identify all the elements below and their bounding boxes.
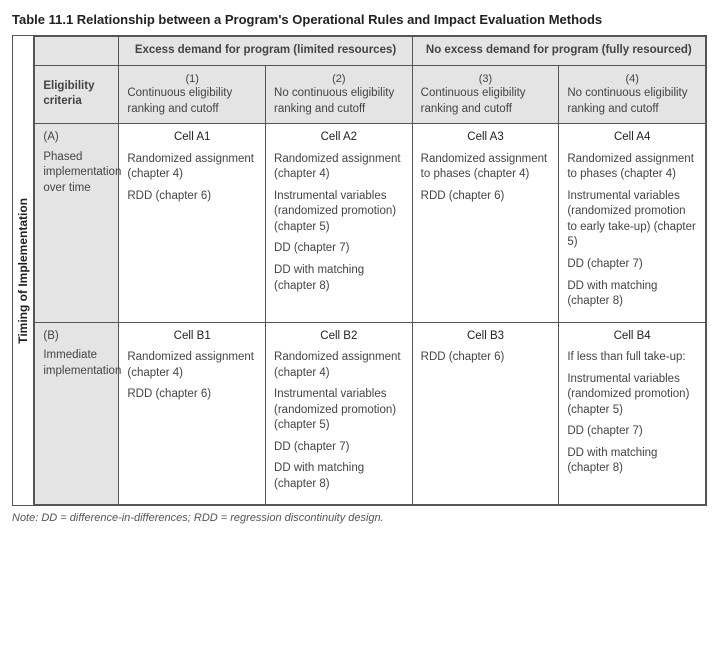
- coldesc-3: Continuous eligibility ranking and cutof…: [421, 87, 526, 115]
- colnum-3: (3): [421, 72, 551, 87]
- table-title: Table 11.1 Relationship between a Progra…: [12, 12, 707, 27]
- row-a-text: Phased implementation over time: [43, 151, 121, 194]
- cell-a1: Cell A1 Randomized assignment (chapter 4…: [119, 124, 266, 322]
- cell-a3-item: Randomized assignment to phases (chapter…: [421, 152, 551, 183]
- colnum-1: (1): [127, 72, 257, 87]
- header-noexcess: No excess demand for program (fully reso…: [412, 37, 705, 66]
- cell-b4-name: Cell B4: [567, 329, 697, 345]
- cell-a1-item: Randomized assignment (chapter 4): [127, 152, 257, 183]
- cell-a4-name: Cell A4: [567, 130, 697, 146]
- cell-a2-item: DD with matching (chapter 8): [274, 263, 404, 294]
- cell-b3-item: RDD (chapter 6): [421, 350, 551, 366]
- col-3: (3) Continuous eligibility ranking and c…: [412, 65, 559, 124]
- eligibility-label: Eligibility criteria: [35, 65, 119, 124]
- row-a-label: (A) Phased implementation over time: [35, 124, 119, 322]
- timing-label-text: Timing of Implementation: [16, 198, 30, 344]
- row-b: (B) Immediate implementation Cell B1 Ran…: [35, 322, 706, 505]
- cell-b2: Cell B2 Randomized assignment (chapter 4…: [266, 322, 413, 505]
- coldesc-1: Continuous eligibility ranking and cutof…: [127, 87, 232, 115]
- coldesc-4: No continuous eligibility ranking and cu…: [567, 87, 687, 115]
- row-b-label: (B) Immediate implementation: [35, 322, 119, 505]
- cell-b4-item: If less than full take-up:: [567, 350, 697, 366]
- header-row-eligibility: Eligibility criteria (1) Continuous elig…: [35, 65, 706, 124]
- cell-b2-item: DD with matching (chapter 8): [274, 461, 404, 492]
- header-blank: [35, 37, 119, 66]
- cell-b2-item: DD (chapter 7): [274, 440, 404, 456]
- cell-b4: Cell B4 If less than full take-up: Instr…: [559, 322, 706, 505]
- cell-a2-item: Instrumental variables (randomized promo…: [274, 189, 404, 236]
- row-a: (A) Phased implementation over time Cell…: [35, 124, 706, 322]
- cell-a3-item: RDD (chapter 6): [421, 189, 551, 205]
- cell-a3: Cell A3 Randomized assignment to phases …: [412, 124, 559, 322]
- table-note: Note: DD = difference-in-differences; RD…: [12, 512, 707, 524]
- row-a-code: (A): [43, 130, 110, 146]
- table-wrapper: Timing of Implementation Excess demand f…: [12, 35, 707, 506]
- cell-b2-item: Randomized assignment (chapter 4): [274, 350, 404, 381]
- cell-a2-name: Cell A2: [274, 130, 404, 146]
- cell-a2: Cell A2 Randomized assignment (chapter 4…: [266, 124, 413, 322]
- cell-a4-item: Instrumental variables (randomized promo…: [567, 189, 697, 251]
- cell-b1-item: RDD (chapter 6): [127, 387, 257, 403]
- cell-b3: Cell B3 RDD (chapter 6): [412, 322, 559, 505]
- coldesc-2: No continuous eligibility ranking and cu…: [274, 87, 394, 115]
- cell-b2-item: Instrumental variables (randomized promo…: [274, 387, 404, 434]
- header-row-demand: Excess demand for program (limited resou…: [35, 37, 706, 66]
- cell-a2-item: DD (chapter 7): [274, 241, 404, 257]
- row-b-text: Immediate implementation: [43, 349, 121, 377]
- cell-b1-item: Randomized assignment (chapter 4): [127, 350, 257, 381]
- cell-a1-name: Cell A1: [127, 130, 257, 146]
- header-excess: Excess demand for program (limited resou…: [119, 37, 412, 66]
- col-2: (2) No continuous eligibility ranking an…: [266, 65, 413, 124]
- cell-b1: Cell B1 Randomized assignment (chapter 4…: [119, 322, 266, 505]
- cell-b4-item: DD (chapter 7): [567, 424, 697, 440]
- cell-b1-name: Cell B1: [127, 329, 257, 345]
- cell-b4-item: Instrumental variables (randomized promo…: [567, 372, 697, 419]
- methods-table: Excess demand for program (limited resou…: [34, 36, 706, 505]
- col-1: (1) Continuous eligibility ranking and c…: [119, 65, 266, 124]
- row-b-code: (B): [43, 329, 110, 345]
- cell-a3-name: Cell A3: [421, 130, 551, 146]
- cell-a4-item: DD (chapter 7): [567, 257, 697, 273]
- cell-b4-item: DD with matching (chapter 8): [567, 446, 697, 477]
- cell-a4: Cell A4 Randomized assignment to phases …: [559, 124, 706, 322]
- colnum-4: (4): [567, 72, 697, 87]
- cell-b3-name: Cell B3: [421, 329, 551, 345]
- col-4: (4) No continuous eligibility ranking an…: [559, 65, 706, 124]
- cell-a4-item: Randomized assignment to phases (chapter…: [567, 152, 697, 183]
- timing-label: Timing of Implementation: [13, 36, 34, 505]
- colnum-2: (2): [274, 72, 404, 87]
- cell-a1-item: RDD (chapter 6): [127, 189, 257, 205]
- cell-b2-name: Cell B2: [274, 329, 404, 345]
- cell-a4-item: DD with matching (chapter 8): [567, 279, 697, 310]
- cell-a2-item: Randomized assignment (chapter 4): [274, 152, 404, 183]
